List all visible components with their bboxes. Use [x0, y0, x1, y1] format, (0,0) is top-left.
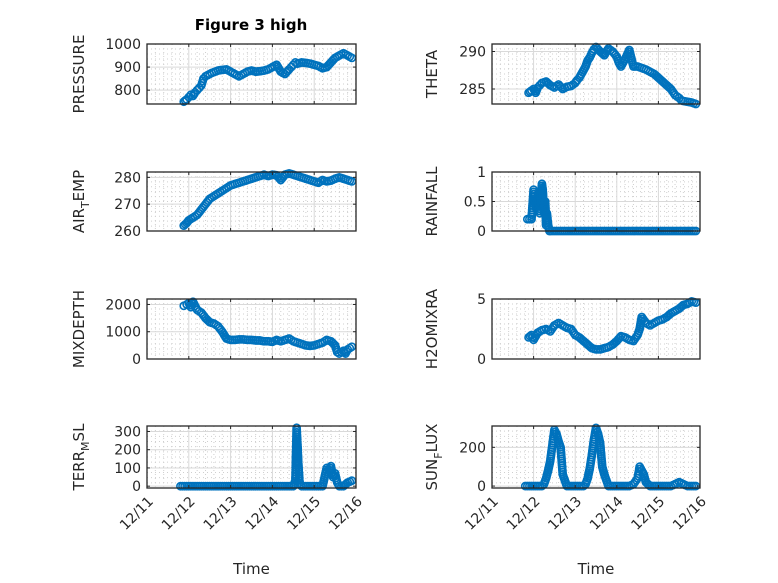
axes-box: [146, 425, 357, 489]
y-tick-label: 2000: [105, 297, 141, 313]
y-tick-label: 0: [477, 479, 486, 495]
y-tick-label: 1000: [105, 37, 141, 53]
y-axis-label: PRESSURE: [70, 35, 88, 114]
y-tick-label: 0: [477, 224, 486, 240]
x-axis-label: Time: [577, 560, 615, 578]
axes-box: [146, 43, 357, 105]
y-tick-label: 0.5: [464, 195, 486, 211]
figure-title: Figure 3 high: [195, 16, 308, 34]
subplot-air_temp: 260 270 280 AIRTEMP: [70, 168, 357, 240]
y-tick-label: 100: [114, 461, 141, 477]
x-tick-label: 12/12: [504, 494, 544, 534]
y-tick-label: 0: [477, 352, 486, 368]
x-tick-label: 12/13: [201, 494, 241, 534]
x-tick-label: 12/16: [326, 494, 366, 534]
y-tick-label: 280: [114, 170, 141, 186]
y-tick-label: 1: [477, 165, 486, 181]
x-tick-label: 12/14: [587, 494, 627, 534]
subplot-rainfall: 0 0.5 1 RAINFALL: [423, 165, 701, 240]
y-tick-label: 285: [459, 82, 486, 98]
y-tick-label: 900: [114, 60, 141, 76]
data-point: [322, 463, 332, 473]
subplot-terr_msl: 0 100 200 300 12/11 12/12 12/13 12/14 12/15 12/16…: [70, 423, 366, 578]
axes-box: [491, 425, 701, 489]
y-tick-label: 300: [114, 424, 141, 440]
subplot-mixdepth: 0 1000 2000 MIXDEPTH: [70, 290, 357, 368]
y-tick-label: 290: [459, 45, 486, 61]
subplot-pressure: 800 900 1000 PRESSURE: [70, 35, 357, 114]
y-tick-label: 260: [114, 224, 141, 240]
y-tick-label: 5: [477, 292, 486, 308]
y-axis-label: THETA: [423, 49, 441, 99]
x-tick-label: 12/13: [545, 494, 585, 534]
subplot-theta: 285 290 THETA: [423, 42, 701, 109]
axes-box: [146, 298, 357, 360]
x-tick-label: 12/11: [462, 494, 502, 534]
x-tick-label: 12/14: [242, 494, 282, 534]
y-axis-label: SUNFLUX: [423, 424, 445, 491]
y-axis-label: AIRTEMP: [70, 170, 92, 233]
x-tick-label: 12/16: [670, 494, 710, 534]
axes-box: [491, 298, 701, 360]
y-axis-label: MIXDEPTH: [70, 290, 88, 368]
y-tick-label: 200: [114, 443, 141, 459]
y-tick-label: 270: [114, 197, 141, 213]
y-axis-label: RAINFALL: [423, 166, 441, 237]
axes-box: [491, 43, 701, 105]
y-tick-label: 1000: [105, 325, 141, 341]
subplot-h2omixra: 0 5 H2OMIXRA: [423, 288, 701, 369]
x-tick-label: 12/11: [117, 494, 157, 534]
axes-box: [146, 171, 357, 232]
x-axis-label: Time: [232, 560, 270, 578]
y-tick-label: 800: [114, 83, 141, 99]
y-tick-label: 200: [459, 440, 486, 456]
x-tick-label: 12/12: [159, 494, 199, 534]
x-tick-label: 12/15: [628, 494, 668, 534]
y-axis-label: H2OMIXRA: [423, 288, 441, 369]
y-axis-label: TERRMSL: [70, 423, 92, 492]
subplot-sun_flux: 0 200 12/11 12/12 12/13 12/14 12/15 12/16 Time SU…: [423, 424, 710, 578]
y-tick-label: 0: [132, 479, 141, 495]
y-tick-label: 0: [132, 352, 141, 368]
x-tick-label: 12/15: [284, 494, 324, 534]
